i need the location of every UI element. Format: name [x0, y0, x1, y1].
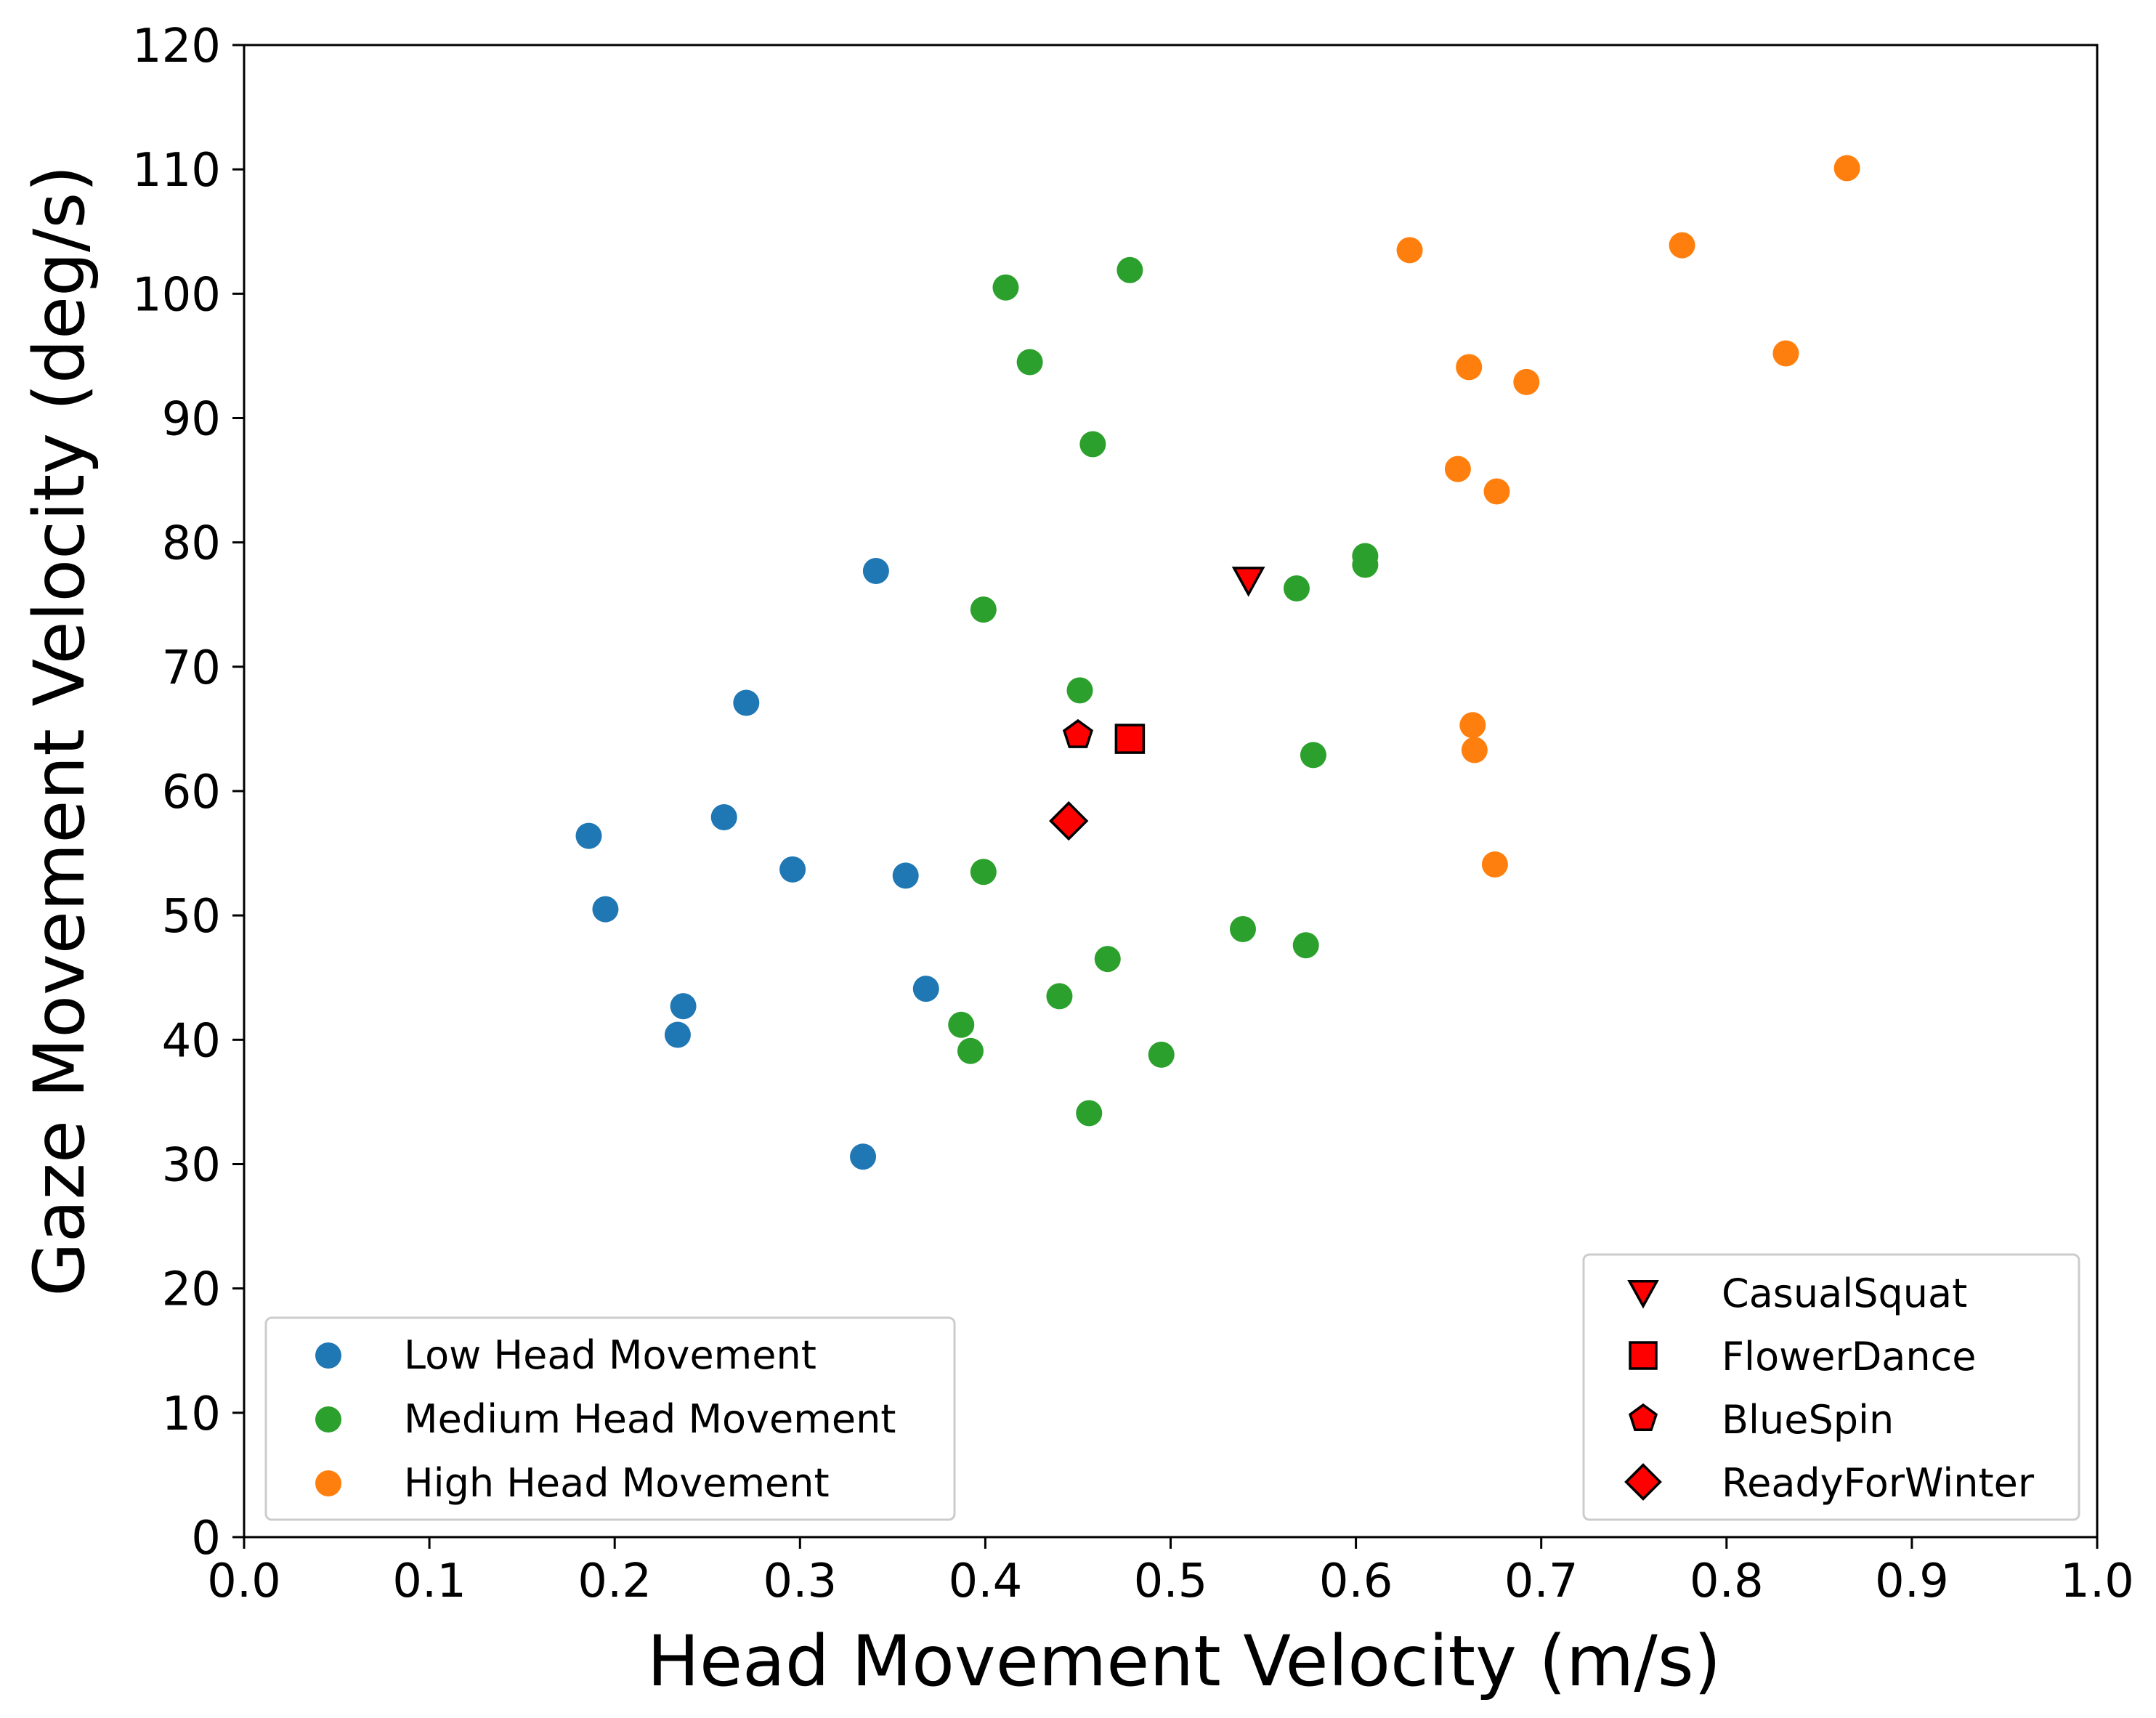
- y-tick-label: 50: [162, 890, 221, 944]
- data-point: [948, 1011, 975, 1038]
- data-point: [892, 862, 919, 889]
- data-point: [1396, 237, 1423, 264]
- x-axis-label: Head Movement Velocity (m/s): [647, 1621, 1721, 1702]
- y-tick-label: 20: [162, 1263, 221, 1317]
- legend-marker: [315, 1342, 341, 1369]
- data-point: [1116, 256, 1143, 283]
- y-axis-label: Gaze Movement Velocity (deg/s): [19, 165, 100, 1297]
- data-point: [1229, 915, 1256, 942]
- y-tick-label: 30: [162, 1139, 221, 1193]
- data-point: [575, 822, 602, 849]
- x-tick-label: 0.1: [392, 1555, 466, 1608]
- y-tick-label: 60: [162, 766, 221, 819]
- x-tick-label: 0.5: [1134, 1555, 1208, 1608]
- y-tick-label: 40: [162, 1014, 221, 1068]
- x-tick-label: 0.3: [763, 1555, 837, 1608]
- data-point: [1283, 575, 1310, 601]
- x-tick-label: 1.0: [2060, 1555, 2134, 1608]
- legend-videos: CasualSquat FlowerDance BlueSpin ReadyForWi…: [1582, 1253, 2080, 1521]
- y-tick-label: 10: [162, 1387, 221, 1441]
- legend-videos-box: [1582, 1253, 2080, 1521]
- legend-marker: [315, 1470, 341, 1496]
- data-point: [1094, 946, 1121, 973]
- x-tick-label: 0.0: [207, 1555, 281, 1608]
- data-point: [1148, 1041, 1175, 1068]
- data-point: [970, 596, 997, 623]
- data-point: [850, 1143, 877, 1170]
- legend-label: FlowerDance: [1722, 1334, 1977, 1379]
- y-tick-label: 80: [162, 517, 221, 571]
- x-tick-label: 0.4: [949, 1555, 1023, 1608]
- data-point: [957, 1037, 984, 1064]
- data-point: [1076, 1100, 1103, 1127]
- data-point: [970, 859, 997, 886]
- legend-label: BlueSpin: [1722, 1397, 1894, 1443]
- legend-marker: [1627, 1279, 1659, 1309]
- data-point: [1459, 712, 1486, 739]
- data-point: [1066, 677, 1093, 704]
- data-point: [992, 274, 1019, 301]
- x-tick-label: 0.8: [1690, 1555, 1764, 1608]
- data-point: [1300, 742, 1326, 769]
- highlight-marker-casualsquat: [1231, 567, 1265, 597]
- data-point: [1292, 932, 1319, 959]
- data-point: [1456, 354, 1483, 381]
- data-point: [1772, 340, 1799, 367]
- data-point: [1513, 368, 1540, 395]
- data-point: [733, 689, 760, 716]
- legend-marker: [1629, 1341, 1658, 1370]
- data-point: [1016, 349, 1043, 376]
- y-tick-label: 70: [162, 641, 221, 695]
- y-tick-label: 0: [191, 1512, 221, 1565]
- data-point: [1352, 551, 1379, 578]
- data-point: [670, 993, 697, 1020]
- data-point: [1483, 478, 1510, 505]
- data-point: [912, 976, 939, 1002]
- data-point: [710, 803, 737, 830]
- data-point: [592, 896, 619, 923]
- data-point: [779, 856, 806, 883]
- axis-ticks: 0.0 0.1 0.2 0.3 0.4 0.5 0.6 0.7 0.8 0.9 1.0 0 10 20 30…: [132, 20, 2134, 1608]
- data-point: [1046, 983, 1073, 1010]
- y-tick-label: 90: [162, 393, 221, 447]
- x-tick-label: 0.7: [1504, 1555, 1578, 1608]
- legend-label: CasualSquat: [1722, 1271, 1967, 1316]
- data-point: [1833, 155, 1860, 182]
- highlight-marker-flowerdance: [1114, 724, 1146, 754]
- highlight-marker-readyforwinter: [1049, 801, 1089, 841]
- y-tick-label: 110: [132, 144, 221, 198]
- legend-label: Medium Head Movement: [404, 1396, 896, 1442]
- legend-groups: Low Head Movement Medium Head Movement Hig…: [264, 1316, 956, 1521]
- x-tick-label: 0.6: [1319, 1555, 1393, 1608]
- data-point: [1669, 232, 1695, 259]
- data-point: [664, 1021, 691, 1048]
- data-point: [1481, 851, 1508, 878]
- y-tick-label: 120: [132, 20, 221, 73]
- legend-marker: [1628, 1403, 1658, 1432]
- y-tick-label: 100: [132, 268, 221, 322]
- data-point: [862, 558, 889, 585]
- data-point: [1444, 455, 1471, 482]
- highlight-marker-bluespin: [1062, 718, 1093, 748]
- data-point: [1461, 737, 1488, 763]
- legend-label: ReadyForWinter: [1722, 1460, 2035, 1506]
- legend-groups-box: [264, 1316, 956, 1521]
- legend-label: Low Head Movement: [404, 1332, 816, 1378]
- legend-marker: [315, 1406, 341, 1433]
- plot-area: [243, 44, 2099, 1539]
- legend-label: High Head Movement: [404, 1460, 830, 1506]
- data-point: [1079, 431, 1106, 458]
- x-tick-label: 0.9: [1875, 1555, 1949, 1608]
- legend-marker: [1624, 1463, 1662, 1501]
- x-tick-label: 0.2: [578, 1555, 652, 1608]
